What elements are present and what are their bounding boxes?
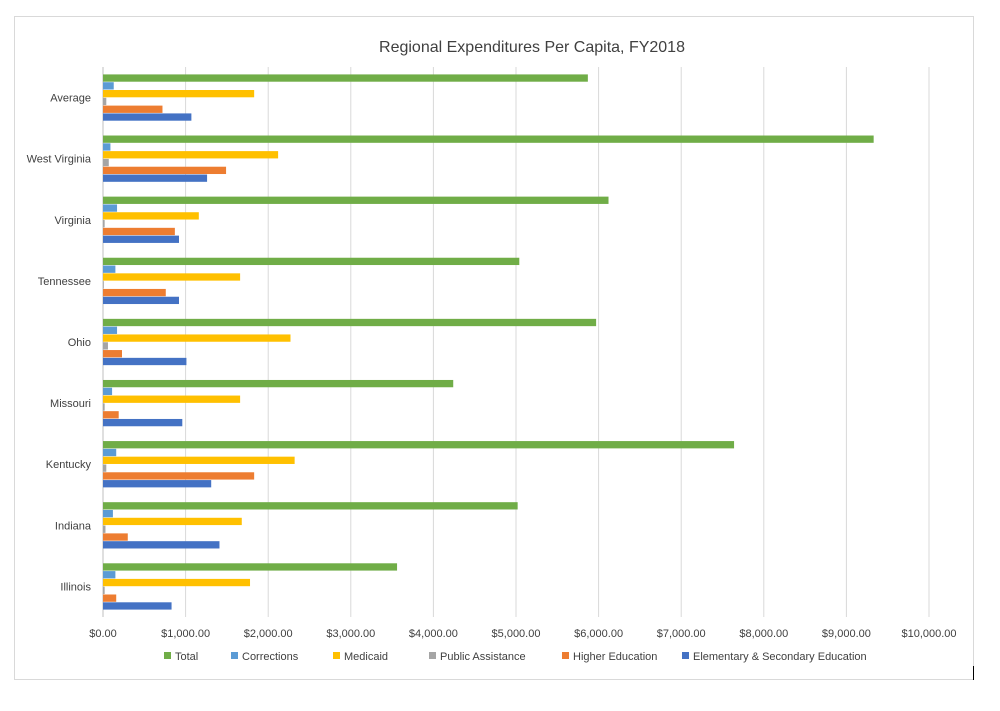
category-label: Virginia <box>55 215 92 227</box>
legend-label-medicaid: Medicaid <box>344 651 388 663</box>
x-tick-label: $0.00 <box>89 628 117 640</box>
y-axis-categories: Average West Virginia Virginia Tennessee Ohi… <box>27 93 92 594</box>
bar-elementary-and-secondary-education <box>103 235 179 243</box>
bar-elementary-and-secondary-education <box>103 541 220 549</box>
bar-elementary-and-secondary-education <box>103 602 172 610</box>
bar-higher-education <box>103 288 166 297</box>
x-tick-label: $9,000.00 <box>822 628 871 640</box>
bar-public-assistance <box>103 220 105 228</box>
x-tick-label: $8,000.00 <box>739 628 788 640</box>
bar-elementary-and-secondary-education <box>103 418 183 427</box>
x-tick-label: $10,000.00 <box>901 628 956 640</box>
category-label: Kentucky <box>46 459 92 471</box>
x-tick-label: $6,000.00 <box>574 628 623 640</box>
category-label: Missouri <box>50 398 91 410</box>
legend-swatch-medicaid <box>333 652 340 659</box>
bar-higher-education <box>103 105 163 113</box>
bar-corrections <box>103 571 116 579</box>
bar-public-assistance <box>103 342 108 350</box>
text-cursor <box>973 666 974 680</box>
legend-label-corrections: Corrections <box>242 651 299 663</box>
chart-frame: Regional Expenditures Per Capita, FY2018… <box>14 16 974 680</box>
bar-medicaid <box>103 578 251 587</box>
chart-title: Regional Expenditures Per Capita, FY2018 <box>379 39 685 56</box>
legend-swatch-corrections <box>231 652 238 659</box>
bar-medicaid <box>103 395 241 403</box>
legend-swatch-elementary-and-secondary-education <box>682 652 689 659</box>
bar-public-assistance <box>103 281 104 289</box>
bar-elementary-and-secondary-education <box>103 480 212 488</box>
bar-medicaid <box>103 334 291 342</box>
bar-medicaid <box>103 456 295 464</box>
legend-label-public-assistance: Public Assistance <box>440 651 526 663</box>
bar-corrections <box>103 509 113 518</box>
bar-corrections <box>103 143 111 151</box>
legend-swatch-public-assistance <box>429 652 436 659</box>
bar-higher-education <box>103 166 227 175</box>
bar-higher-education <box>103 533 128 541</box>
x-tick-label: $3,000.00 <box>326 628 375 640</box>
legend: Total Corrections Medicaid Public Assistanc… <box>164 651 867 663</box>
bar-elementary-and-secondary-education <box>103 174 208 182</box>
bars <box>103 74 874 610</box>
bar-medicaid <box>103 517 242 526</box>
bar-total <box>103 74 588 82</box>
x-tick-label: $2,000.00 <box>244 628 293 640</box>
bar-medicaid <box>103 151 279 159</box>
bar-total <box>103 379 454 388</box>
x-tick-label: $1,000.00 <box>161 628 210 640</box>
bar-elementary-and-secondary-education <box>103 113 192 121</box>
category-label: Average <box>50 93 91 105</box>
x-tick-label: $5,000.00 <box>492 628 541 640</box>
bar-total <box>103 196 609 204</box>
bar-corrections <box>103 82 114 90</box>
bar-medicaid <box>103 90 255 98</box>
bar-higher-education <box>103 350 122 358</box>
bar-total <box>103 135 874 143</box>
bar-higher-education <box>103 227 175 236</box>
bar-total <box>103 318 597 327</box>
bar-public-assistance <box>103 97 107 106</box>
gridlines <box>185 67 930 617</box>
bar-higher-education <box>103 411 119 419</box>
category-label: Tennessee <box>38 276 91 288</box>
legend-label-elementary-and-secondary-education: Elementary & Secondary Education <box>693 651 867 663</box>
category-label: Indiana <box>55 520 92 532</box>
bar-elementary-and-secondary-education <box>103 357 187 366</box>
x-tick-label: $7,000.00 <box>657 628 706 640</box>
bar-total <box>103 441 735 449</box>
category-label: Ohio <box>68 337 91 349</box>
legend-swatch-total <box>164 652 171 659</box>
legend-label-higher-education: Higher Education <box>573 651 657 663</box>
bar-medicaid <box>103 273 241 281</box>
x-axis: $0.00 $1,000.00 $2,000.00 $3,000.00 $4,000.0… <box>89 67 957 640</box>
bar-corrections <box>103 387 113 396</box>
category-label: West Virginia <box>27 154 92 166</box>
bar-public-assistance <box>103 586 105 594</box>
bar-chart: Regional Expenditures Per Capita, FY2018… <box>27 39 957 663</box>
bar-medicaid <box>103 212 199 220</box>
bar-total <box>103 502 518 510</box>
bar-corrections <box>103 265 116 273</box>
bar-corrections <box>103 204 118 212</box>
bar-total <box>103 563 398 571</box>
bar-elementary-and-secondary-education <box>103 296 179 305</box>
bar-public-assistance <box>103 464 107 472</box>
bar-corrections <box>103 448 117 457</box>
x-tick-label: $4,000.00 <box>409 628 458 640</box>
bar-higher-education <box>103 594 117 602</box>
bar-corrections <box>103 326 118 334</box>
bar-public-assistance <box>103 158 109 167</box>
bar-public-assistance <box>103 525 106 533</box>
category-label: Illinois <box>60 581 91 593</box>
bar-higher-education <box>103 472 255 480</box>
bar-total <box>103 257 520 266</box>
legend-label-total: Total <box>175 651 198 663</box>
bar-public-assistance <box>103 403 105 411</box>
legend-swatch-higher-education <box>562 652 569 659</box>
